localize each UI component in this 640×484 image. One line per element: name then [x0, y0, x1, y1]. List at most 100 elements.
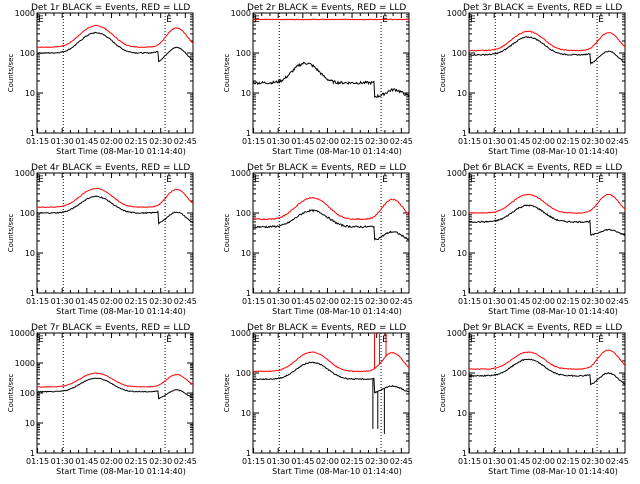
- x-tick-label: 02:15: [125, 457, 148, 466]
- y-tick-label: 10: [457, 409, 467, 418]
- time-marker-label: E: [598, 15, 604, 25]
- start-marker-label: E: [254, 15, 260, 25]
- x-tick-label: 02:00: [100, 297, 123, 306]
- y-tick-label: 10: [457, 249, 467, 258]
- y-tick-label: 100: [236, 49, 251, 58]
- y-tick-label: 1000: [15, 9, 35, 18]
- x-tick-label: 02:00: [532, 137, 555, 146]
- lld-series-line: [468, 30, 626, 52]
- y-tick-label: 10: [241, 89, 251, 98]
- y-tick-label: 1000: [447, 9, 467, 18]
- y-tick-label: 1000: [447, 169, 467, 178]
- y-tick-label: 1: [30, 449, 35, 458]
- x-axis-label: Start Time (08-Mar-10 01:14:40): [272, 307, 402, 316]
- y-tick-label: 100: [452, 369, 467, 378]
- y-tick-label: 10: [241, 249, 251, 258]
- y-tick-label: 1000: [447, 329, 467, 338]
- start-marker-label: E: [38, 335, 44, 345]
- y-tick-label: 1: [246, 449, 251, 458]
- y-tick-label: 100: [20, 49, 35, 58]
- y-tick-label: 1: [30, 289, 35, 298]
- x-tick-label: 02:00: [532, 457, 555, 466]
- panel-det-3r: Det 3r BLACK = Events, RED = LLD 1 10 100 10…: [439, 3, 629, 156]
- y-tick-label: 1000: [231, 9, 251, 18]
- x-axis-label: Start Time (08-Mar-10 01:14:40): [56, 147, 186, 156]
- x-tick-label: 01:30: [483, 137, 506, 146]
- x-tick-label: 01:15: [458, 137, 481, 146]
- time-marker-label: E: [166, 15, 172, 25]
- x-tick-label: 01:30: [51, 297, 74, 306]
- x-axis-label: Start Time (08-Mar-10 01:14:40): [272, 147, 402, 156]
- y-tick-label: 10000: [10, 329, 35, 338]
- x-tick-label: 01:15: [242, 297, 265, 306]
- plot-frame: [36, 12, 194, 134]
- panel-det-5r: Det 5r BLACK = Events, RED = LLD 1 10 100 10…: [223, 163, 413, 316]
- y-tick-label: 1: [462, 289, 467, 298]
- x-tick-label: 01:15: [458, 457, 481, 466]
- y-axis-label: Counts/sec: [7, 214, 15, 253]
- x-tick-label: 01:30: [51, 457, 74, 466]
- events-series-line: [468, 36, 626, 66]
- panel-det-9r: Det 9r BLACK = Events, RED = LLD 1 10 100 10…: [439, 323, 629, 476]
- x-tick-label: 01:15: [26, 137, 49, 146]
- y-axis-label: Counts/sec: [7, 54, 15, 93]
- x-tick-label: 01:30: [267, 137, 290, 146]
- start-marker-label: E: [470, 15, 476, 25]
- y-tick-label: 100: [452, 49, 467, 58]
- y-tick-label: 1000: [231, 169, 251, 178]
- x-tick-label: 02:00: [532, 297, 555, 306]
- y-axis-label: Counts/sec: [7, 374, 15, 413]
- y-tick-label: 10: [25, 89, 35, 98]
- y-tick-label: 10: [25, 249, 35, 258]
- x-tick-label: 02:30: [581, 137, 604, 146]
- x-tick-label: 01:30: [483, 457, 506, 466]
- lld-series-line: [252, 196, 410, 221]
- time-marker-label: E: [166, 175, 172, 185]
- x-tick-label: 02:15: [125, 297, 148, 306]
- panel-det-7r: Det 7r BLACK = Events, RED = LLD 1 10 100 10…: [7, 323, 197, 476]
- plot-frame: [252, 12, 410, 134]
- start-marker-label: E: [254, 175, 260, 185]
- events-series-line: [36, 377, 194, 400]
- panel-title: Det 5r BLACK = Events, RED = LLD: [247, 163, 406, 173]
- x-tick-label: 02:45: [390, 297, 413, 306]
- x-axis-label: Start Time (08-Mar-10 01:14:40): [56, 307, 186, 316]
- y-tick-label: 100: [20, 209, 35, 218]
- y-axis-label: Counts/sec: [223, 54, 231, 93]
- x-tick-label: 01:45: [507, 297, 530, 306]
- x-tick-label: 01:30: [51, 137, 74, 146]
- x-tick-label: 02:30: [581, 297, 604, 306]
- x-tick-label: 01:45: [507, 137, 530, 146]
- x-tick-label: 02:45: [174, 297, 197, 306]
- start-marker-label: E: [470, 335, 476, 345]
- y-axis-label: Counts/sec: [223, 214, 231, 253]
- x-tick-label: 02:15: [557, 297, 580, 306]
- y-tick-label: 10: [241, 409, 251, 418]
- x-tick-label: 02:00: [316, 137, 339, 146]
- x-tick-label: 02:30: [149, 457, 172, 466]
- x-tick-label: 01:15: [458, 297, 481, 306]
- y-axis-label: Counts/sec: [439, 374, 447, 413]
- y-tick-label: 100: [20, 389, 35, 398]
- time-marker-label: E: [382, 15, 388, 25]
- y-tick-label: 1: [462, 129, 467, 138]
- x-tick-label: 02:30: [365, 297, 388, 306]
- time-marker-label: E: [166, 335, 172, 345]
- x-tick-label: 02:15: [557, 137, 580, 146]
- lld-series-line: [252, 351, 410, 373]
- x-tick-label: 02:45: [174, 137, 197, 146]
- panel-det-4r: Det 4r BLACK = Events, RED = LLD 1 10 100 10…: [7, 163, 197, 316]
- x-tick-label: 01:45: [75, 137, 98, 146]
- x-axis-label: Start Time (08-Mar-10 01:14:40): [488, 307, 618, 316]
- x-tick-label: 02:15: [341, 137, 364, 146]
- x-tick-label: 02:00: [316, 297, 339, 306]
- y-tick-label: 10: [457, 89, 467, 98]
- y-tick-label: 10: [25, 419, 35, 428]
- plot-frame: [252, 172, 410, 294]
- x-tick-label: 02:45: [390, 457, 413, 466]
- x-tick-label: 02:30: [581, 457, 604, 466]
- y-tick-label: 1000: [231, 329, 251, 338]
- start-marker-label: E: [254, 335, 260, 345]
- y-tick-label: 1000: [15, 359, 35, 368]
- x-tick-label: 02:30: [149, 137, 172, 146]
